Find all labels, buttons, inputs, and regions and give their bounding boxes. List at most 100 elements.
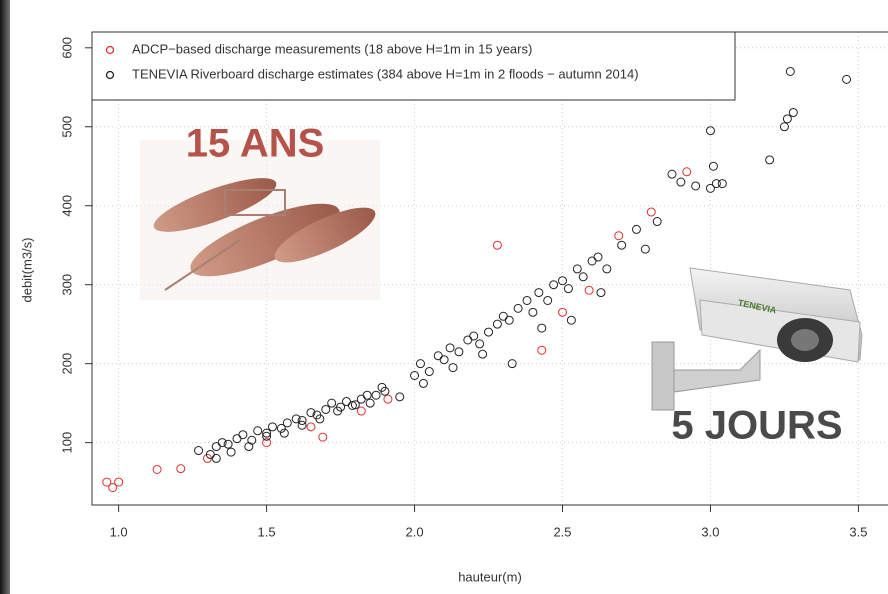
point (454, 347, 464, 357)
point (262, 438, 272, 448)
legend-symbol (105, 70, 115, 80)
point (614, 231, 624, 241)
point (194, 446, 204, 456)
y-tick-label: 400 (59, 195, 74, 217)
point (377, 382, 387, 392)
legend-symbol (105, 45, 115, 55)
point (475, 339, 485, 349)
y-tick-label: 500 (59, 116, 74, 138)
point (566, 315, 576, 325)
legend-label: ADCP−based discharge measurements (18 ab… (132, 41, 532, 56)
point (244, 442, 254, 452)
point (528, 307, 538, 317)
point (537, 323, 547, 333)
point (705, 126, 715, 136)
y-tick-label: 200 (59, 353, 74, 375)
y-tick-label: 300 (59, 274, 74, 296)
point (640, 244, 650, 254)
point (765, 155, 775, 165)
point (176, 464, 186, 474)
point (563, 284, 573, 294)
point (537, 345, 547, 355)
y-tick-label: 100 (59, 432, 74, 454)
point (596, 288, 606, 298)
point (217, 438, 227, 448)
point (593, 252, 603, 262)
point (262, 431, 272, 441)
point (365, 398, 375, 408)
camera-image (651, 267, 863, 411)
point (646, 207, 656, 217)
point (631, 224, 641, 234)
point (238, 430, 248, 440)
point (522, 295, 532, 305)
point (306, 422, 316, 432)
point (782, 114, 792, 124)
point (424, 367, 434, 377)
point (439, 355, 449, 365)
point (297, 420, 307, 430)
point (327, 398, 337, 408)
legend-label: TENEVIA Riverboard discharge estimates (… (132, 66, 639, 81)
point (705, 183, 715, 193)
x-tick-label: 1.0 (110, 524, 128, 539)
point (617, 240, 627, 250)
point (291, 414, 301, 424)
point (418, 378, 428, 388)
point (114, 477, 124, 487)
point (478, 349, 488, 359)
left-edge (0, 0, 10, 594)
point (842, 74, 852, 84)
boat-image (140, 140, 380, 300)
point (321, 404, 331, 414)
point (445, 343, 455, 353)
point (297, 416, 307, 426)
point (578, 272, 588, 282)
point (708, 161, 718, 171)
point (667, 169, 677, 179)
point (602, 264, 612, 274)
point (333, 406, 343, 416)
point (492, 319, 502, 329)
point (410, 370, 420, 380)
y-tick-label: 600 (59, 37, 74, 59)
point (557, 276, 567, 286)
point (223, 439, 233, 449)
point (534, 288, 544, 298)
point (682, 167, 692, 177)
x-tick-label: 3.5 (849, 524, 867, 539)
point (543, 295, 553, 305)
point (282, 418, 292, 428)
point (253, 426, 263, 436)
x-tick-label: 3.0 (701, 524, 719, 539)
point (347, 401, 357, 411)
point (676, 177, 686, 187)
y-axis-label: debit(m3/s) (19, 237, 34, 302)
point (711, 179, 721, 189)
point (448, 363, 458, 373)
point (108, 483, 118, 493)
point (306, 408, 316, 418)
point (785, 66, 795, 76)
point (469, 331, 479, 341)
point (504, 315, 514, 325)
point (415, 359, 425, 369)
point (788, 108, 798, 118)
point (152, 464, 162, 474)
x-tick-label: 2.0 (406, 524, 424, 539)
point (315, 414, 325, 424)
point (211, 453, 221, 463)
point (395, 392, 405, 402)
point (492, 240, 502, 250)
point (513, 303, 523, 313)
point (549, 280, 559, 290)
point (279, 428, 289, 438)
legend-box (91, 31, 736, 101)
point (362, 390, 372, 400)
point (318, 432, 328, 442)
x-tick-label: 2.5 (553, 524, 571, 539)
point (226, 447, 236, 457)
point (652, 217, 662, 227)
point (371, 390, 381, 400)
